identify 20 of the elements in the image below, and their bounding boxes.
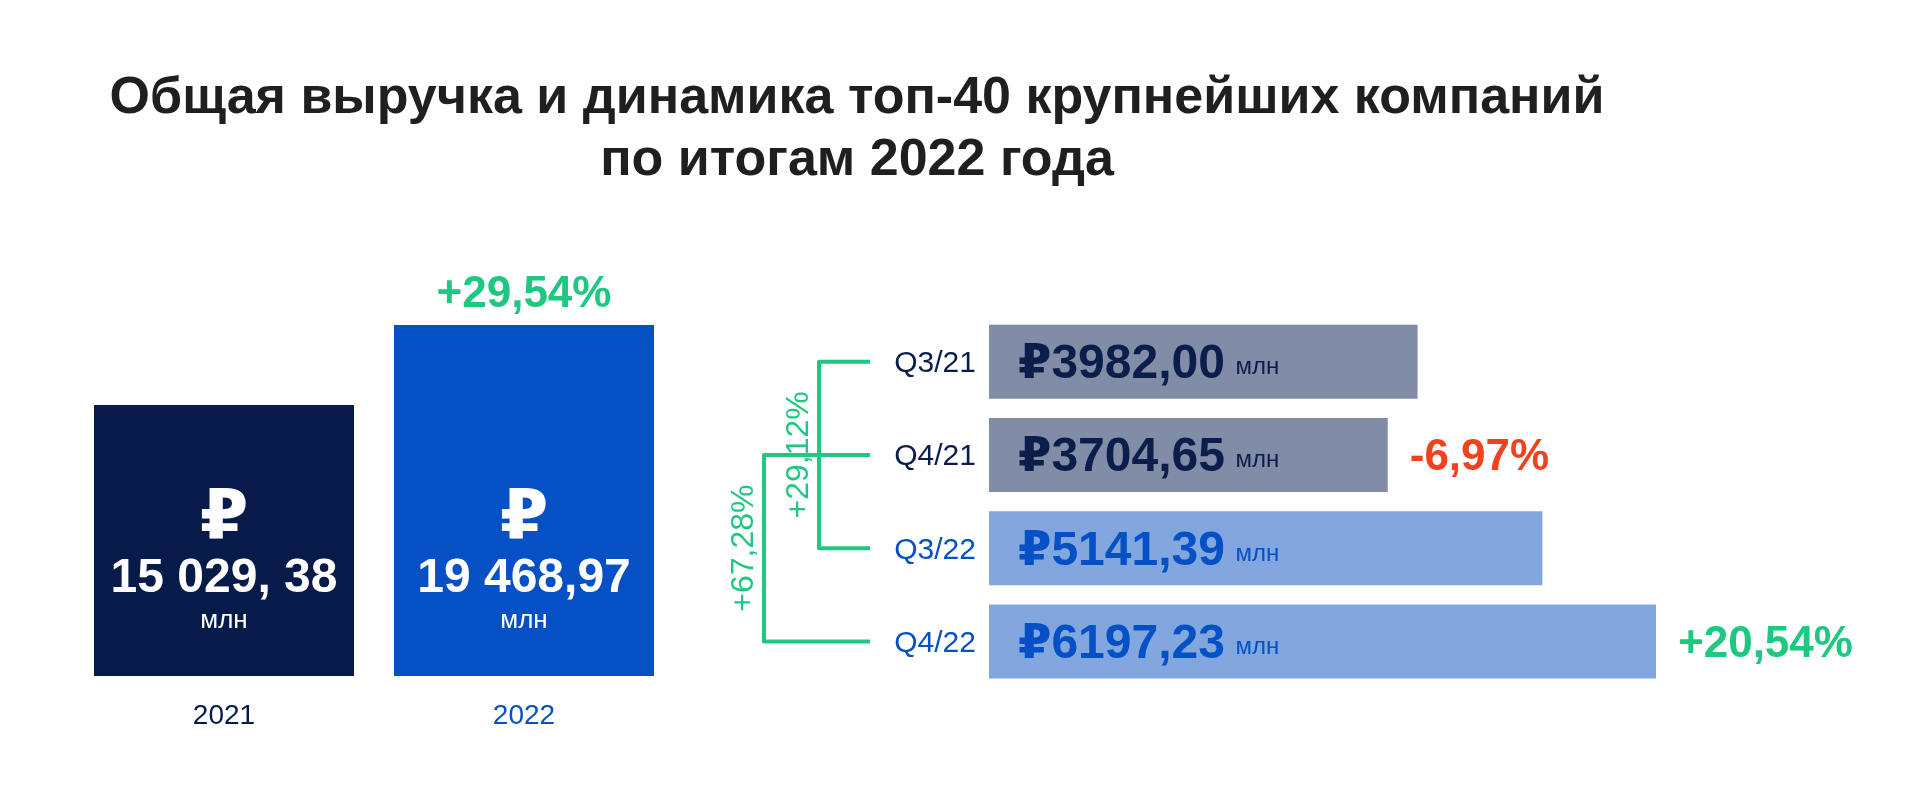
bar [989, 604, 1656, 679]
annotation: -6,97% [1409, 430, 1550, 480]
annotation: +29,54% [436, 266, 612, 316]
y-tick-label: Q3/21 [894, 345, 976, 379]
data-label: ₽3704,65 млн [1018, 428, 1280, 482]
x-tick-label: 2021 [192, 698, 256, 730]
y-tick-label: Q3/22 [894, 531, 976, 565]
bar [989, 511, 1543, 586]
data-label: ₽ 15 029, 38 млн [110, 476, 338, 634]
text: +67,28% [724, 484, 760, 612]
data-label: ₽5141,39 млн [1018, 521, 1280, 575]
text: Общая выручка и динамика топ-40 крупнейших компаний по итогам 2022 года [108, 65, 1606, 188]
text: +29,12% [779, 391, 815, 519]
data-label: ₽6197,23 млн [1018, 614, 1280, 668]
x-tick-label: 2022 [492, 698, 556, 730]
y-tick-label: Q4/22 [894, 624, 976, 658]
y-tick-label: Q4/21 [894, 438, 976, 472]
annotation: +20,54% [1678, 616, 1853, 666]
data-label: ₽ 19 468,97 млн [417, 476, 631, 634]
data-label: ₽3982,00 млн [1018, 335, 1280, 389]
